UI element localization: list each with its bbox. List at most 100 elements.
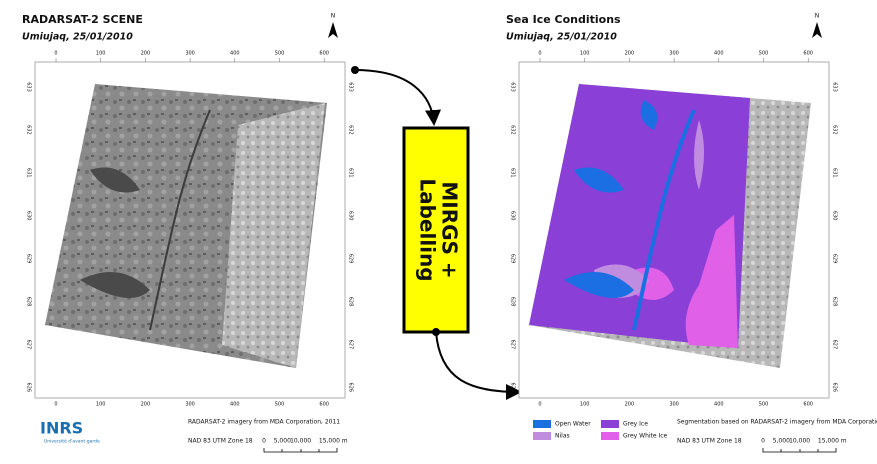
x-tick-label: 500 [759, 51, 769, 57]
scale-label: 5,000 [773, 438, 790, 445]
y-tick-label: 629 [348, 254, 354, 264]
x-tick-label: 500 [275, 51, 285, 57]
map-panel [518, 61, 830, 399]
projection: NAD 83 UTM Zone 18 [677, 438, 742, 445]
map-subtitle: Umiujaq, 25/01/2010 [22, 32, 133, 43]
x-tick-label: 400 [714, 51, 724, 57]
x-tick-label: 300 [669, 402, 679, 408]
legend-label: Grey White Ice [623, 433, 668, 440]
river [149, 109, 211, 331]
legend-swatch [601, 420, 619, 428]
scale-label: 15,000 m [818, 438, 847, 445]
north-label: N [331, 13, 336, 20]
scale-label: 10,000 [290, 438, 311, 445]
y-tick-label: 626 [348, 383, 354, 393]
y-tick-label: 629 [510, 254, 516, 264]
legend-label: Grey Ice [623, 421, 648, 428]
open-water-patches [564, 100, 658, 298]
y-tick-label: 630 [832, 211, 838, 221]
scale-label: 10,000 [789, 438, 810, 445]
scale-label: 0 [761, 438, 765, 445]
x-tick-label: 500 [759, 402, 769, 408]
sar-land [222, 103, 325, 368]
x-tick-label: 200 [625, 51, 635, 57]
y-tick-label: 633 [832, 82, 838, 92]
scale-bar [263, 448, 338, 453]
y-tick-label: 626 [832, 383, 838, 393]
scale-label: 0 [262, 438, 266, 445]
x-tick-label: 600 [319, 51, 329, 57]
north-label: N [815, 13, 820, 20]
y-tick-label: 633 [348, 82, 354, 92]
credit: Segmentation based on RADARSAT-2 imagery… [677, 419, 877, 426]
y-tick-label: 627 [26, 340, 32, 350]
x-tick-label: 100 [580, 51, 590, 57]
north-arrow [812, 22, 822, 38]
y-tick-label: 630 [510, 211, 516, 221]
legend-label: Nilas [555, 433, 570, 440]
x-tick-label: 400 [230, 402, 240, 408]
y-tick-label: 628 [348, 297, 354, 307]
y-tick-label: 630 [26, 211, 32, 221]
y-tick-label: 630 [348, 211, 354, 221]
x-tick-label: 500 [275, 402, 285, 408]
logo-tagline: Université d'avant-garde [44, 438, 100, 445]
x-tick-label: 600 [803, 51, 813, 57]
y-tick-label: 632 [832, 125, 838, 135]
x-tick-label: 100 [580, 402, 590, 408]
x-tick-label: 400 [230, 51, 240, 57]
x-tick-label: 200 [141, 51, 151, 57]
x-tick-label: 0 [538, 51, 541, 57]
y-tick-label: 632 [510, 125, 516, 135]
x-tick-label: 100 [96, 51, 106, 57]
north-arrow [328, 22, 338, 38]
y-tick-label: 628 [510, 297, 516, 307]
scale-label: 5,000 [274, 438, 291, 445]
y-tick-label: 627 [832, 340, 838, 350]
y-tick-label: 631 [26, 168, 32, 178]
y-tick-label: 626 [510, 383, 516, 393]
y-tick-label: 631 [348, 168, 354, 178]
map-subtitle: Umiujaq, 25/01/2010 [506, 32, 617, 43]
dark-water [80, 167, 150, 298]
y-tick-label: 627 [510, 340, 516, 350]
scale-label: 15,000 m [319, 438, 348, 445]
legend-label: Open Water [555, 421, 591, 428]
process-arrows [351, 66, 522, 400]
process-label: MIRGS + [438, 181, 462, 278]
y-tick-label: 632 [26, 125, 32, 135]
y-tick-label: 628 [26, 297, 32, 307]
map-title: RADARSAT-2 SCENE [22, 13, 143, 26]
y-tick-label: 629 [832, 254, 838, 264]
y-tick-label: 633 [510, 82, 516, 92]
x-tick-label: 200 [141, 402, 151, 408]
map-panel [34, 61, 346, 399]
x-tick-label: 0 [54, 402, 57, 408]
projection: NAD 83 UTM Zone 18 [188, 438, 253, 445]
scale-bar [762, 448, 837, 453]
y-tick-label: 632 [348, 125, 354, 135]
y-tick-label: 631 [510, 168, 516, 178]
legend-swatch [533, 420, 551, 428]
credit: RADARSAT-2 imagery from MDA Corporation,… [188, 419, 340, 426]
x-tick-label: 300 [185, 51, 195, 57]
legend-swatch [533, 432, 551, 440]
map-title: Sea Ice Conditions [506, 13, 621, 26]
x-tick-label: 0 [54, 51, 57, 57]
x-tick-label: 400 [714, 402, 724, 408]
x-tick-label: 0 [538, 402, 541, 408]
y-tick-label: 626 [26, 383, 32, 393]
y-tick-label: 627 [348, 340, 354, 350]
x-tick-label: 300 [185, 402, 195, 408]
y-tick-label: 629 [26, 254, 32, 264]
x-tick-label: 600 [803, 402, 813, 408]
open-water [632, 109, 696, 331]
x-tick-label: 200 [625, 402, 635, 408]
legend-swatch [601, 432, 619, 440]
x-tick-label: 300 [669, 51, 679, 57]
x-tick-label: 600 [319, 402, 329, 408]
logo: INRS [40, 419, 83, 438]
process-label: Labelling [416, 178, 440, 281]
x-tick-label: 100 [96, 402, 106, 408]
